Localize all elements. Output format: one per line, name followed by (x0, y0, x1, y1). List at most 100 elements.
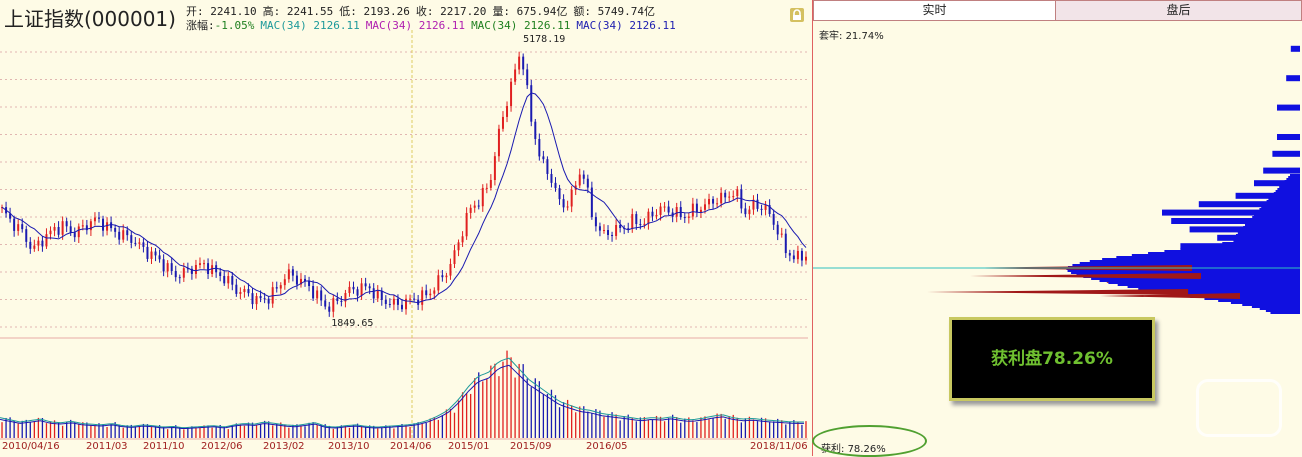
chip-bar (1254, 180, 1300, 187)
quote-line: 开: 2241.10 高: 2241.55 低: 2193.26 收: 2217.20… (186, 3, 661, 19)
candle-body (538, 138, 541, 157)
watermark-logo (1196, 379, 1282, 437)
candle-body (788, 253, 791, 256)
candle-body (800, 250, 803, 261)
candle-body (449, 264, 452, 276)
candle-body (590, 187, 593, 218)
candle-body (421, 290, 424, 305)
candle-body (182, 268, 185, 278)
candle-body (360, 283, 363, 296)
change-value: -1.05% (214, 19, 255, 32)
candle-body (396, 298, 399, 305)
profit-highlight-ellipse (812, 425, 927, 457)
candle-body (227, 276, 230, 284)
candle-body (728, 196, 731, 198)
candle-body (651, 211, 654, 217)
candle-body (114, 228, 117, 232)
candle-body (255, 296, 258, 305)
candle-body (368, 286, 371, 289)
mac-indicator: MAC(34) 2126.11 (260, 19, 360, 32)
candle-body (320, 290, 323, 301)
chip-bar (1198, 201, 1300, 208)
quote-item: 量: 675.94亿 (492, 5, 568, 18)
candle-body (162, 259, 165, 272)
candle-body (336, 298, 339, 301)
candle-body (219, 272, 222, 276)
price-chart: 5178.19 1849.65 (0, 30, 808, 440)
candle-body (65, 221, 68, 227)
candle-body (154, 251, 157, 256)
candle-body (461, 236, 464, 243)
candle-body (198, 263, 201, 265)
candle-body (150, 251, 153, 259)
candle-body (275, 287, 278, 289)
candle-body (493, 156, 496, 180)
candle-body (146, 246, 149, 259)
x-tick-label: 2015/09 (510, 441, 552, 452)
candle-body (61, 221, 64, 235)
candle-body (570, 189, 573, 207)
candle-body (57, 226, 60, 235)
candle-body (263, 298, 266, 300)
candle-body (441, 275, 444, 278)
candle-body (772, 214, 775, 225)
candle-body (796, 250, 799, 260)
candle-body (784, 233, 787, 254)
chip-bar (1235, 192, 1300, 199)
chip-bar (1272, 150, 1300, 157)
candle-body (643, 223, 646, 225)
candle-body (29, 241, 32, 249)
candle-body (530, 85, 533, 122)
chip-bar (1286, 75, 1300, 82)
candle-body (85, 225, 88, 231)
chip-bar (1277, 104, 1300, 111)
candle-body (158, 255, 161, 260)
x-tick-label: 2014/06 (390, 441, 432, 452)
candle-body (792, 255, 795, 260)
volume-ma-line (0, 364, 804, 429)
candle-body (138, 242, 141, 244)
x-tick-label: 2010/04/16 (2, 441, 60, 452)
candle-body (429, 293, 432, 296)
candle-body (89, 221, 92, 231)
candle-body (639, 224, 642, 226)
candle-body (477, 205, 480, 207)
candle-body (174, 271, 177, 278)
candle-body (223, 275, 226, 284)
chip-bar (1263, 167, 1300, 174)
page-title: 上证指数(000001) (4, 7, 176, 31)
candle-body (69, 226, 72, 233)
candle-body (437, 275, 440, 291)
candle-body (514, 69, 517, 82)
chip-panel: 实时 盘后 套牢: 21.74% 获利: 78.26% (813, 0, 1302, 456)
candle-body (41, 240, 44, 247)
candle-body (25, 229, 28, 242)
candle-body (388, 304, 391, 306)
candle-body (312, 286, 315, 299)
lock-icon[interactable] (789, 7, 805, 23)
change-label: 涨幅: (186, 19, 215, 32)
candle-body (501, 116, 504, 129)
candle-body (110, 222, 113, 229)
candle-body (736, 189, 739, 197)
candle-body (522, 56, 525, 70)
candle-body (546, 159, 549, 174)
candle-body (142, 242, 145, 247)
candle-body (489, 179, 492, 188)
candle-body (283, 279, 286, 286)
volume-ma-line (0, 357, 804, 429)
candle-body (485, 187, 488, 189)
candle-body (166, 263, 169, 272)
candle-body (37, 240, 40, 246)
candle-body (764, 205, 767, 210)
candle-body (409, 298, 412, 300)
candle-body (45, 234, 48, 247)
candle-body (215, 265, 218, 273)
candle-body (562, 199, 565, 208)
candle-body (433, 290, 436, 294)
kline-panel[interactable]: 上证指数(000001) 开: 2241.10 高: 2241.55 低: 2193… (0, 0, 812, 456)
candle-body (392, 298, 395, 305)
tab-realtime[interactable]: 实时 (813, 0, 1056, 21)
candle-body (457, 242, 460, 251)
x-tick-label: 2018/11/06 (750, 441, 808, 452)
